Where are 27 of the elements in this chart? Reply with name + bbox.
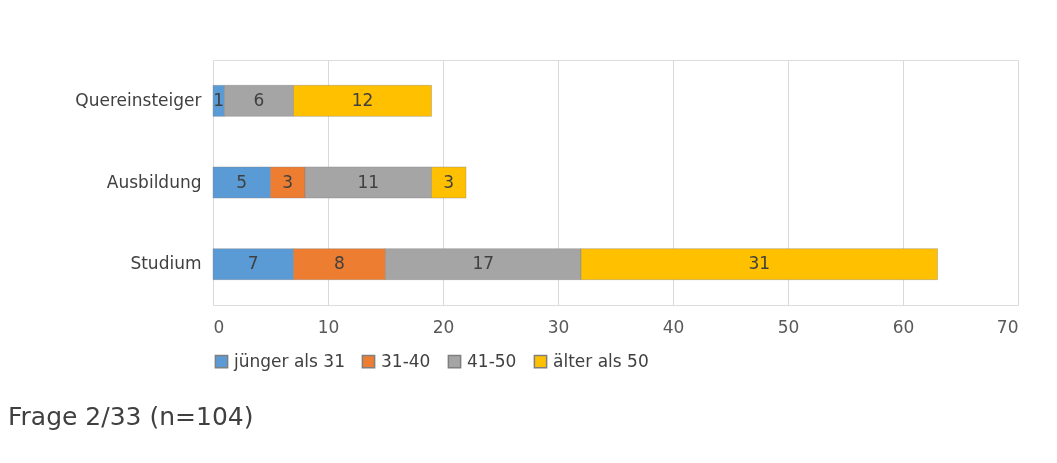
data-label: 17 bbox=[472, 253, 495, 274]
x-tick-label: 70 bbox=[996, 316, 1019, 337]
data-label: 6 bbox=[253, 89, 265, 110]
legend-label: älter als 50 bbox=[553, 350, 649, 371]
legend-label: jünger als 31 bbox=[233, 350, 345, 371]
data-label: 5 bbox=[236, 171, 248, 192]
text: Frage 2/33 (n=104) bbox=[8, 402, 254, 431]
data-label: 31 bbox=[748, 253, 771, 274]
data-label: 3 bbox=[282, 171, 294, 192]
legend-label: 31-40 bbox=[381, 350, 431, 371]
data-label: 12 bbox=[351, 89, 374, 110]
x-tick-label: 30 bbox=[547, 316, 570, 337]
x-tick-label: 0 bbox=[213, 316, 225, 337]
y-tick-label: Ausbildung bbox=[106, 171, 202, 192]
data-label: 11 bbox=[357, 171, 380, 192]
x-tick-label: 60 bbox=[892, 316, 915, 337]
data-label: 3 bbox=[443, 171, 455, 192]
y-tick-label: Quereinsteiger bbox=[75, 89, 202, 110]
x-tick-label: 40 bbox=[662, 316, 685, 337]
y-tick-label: Studium bbox=[130, 253, 202, 274]
x-tick-label: 50 bbox=[777, 316, 800, 337]
x-tick-label: 10 bbox=[317, 316, 340, 337]
legend-label: 41-50 bbox=[467, 350, 517, 371]
x-tick-label: 20 bbox=[432, 316, 455, 337]
data-label: 1 bbox=[213, 89, 225, 110]
data-label: 8 bbox=[334, 253, 345, 274]
data-label: 7 bbox=[247, 253, 259, 274]
